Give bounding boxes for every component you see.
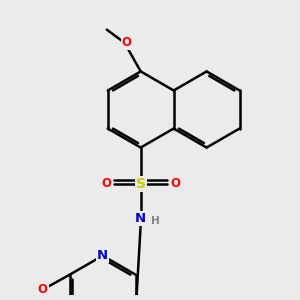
Text: N: N — [135, 212, 146, 225]
Text: O: O — [101, 177, 111, 190]
Text: S: S — [136, 177, 146, 191]
Text: N: N — [97, 249, 108, 262]
Text: O: O — [122, 36, 132, 49]
Text: H: H — [151, 216, 160, 226]
Text: O: O — [170, 177, 180, 190]
Text: O: O — [38, 283, 48, 296]
